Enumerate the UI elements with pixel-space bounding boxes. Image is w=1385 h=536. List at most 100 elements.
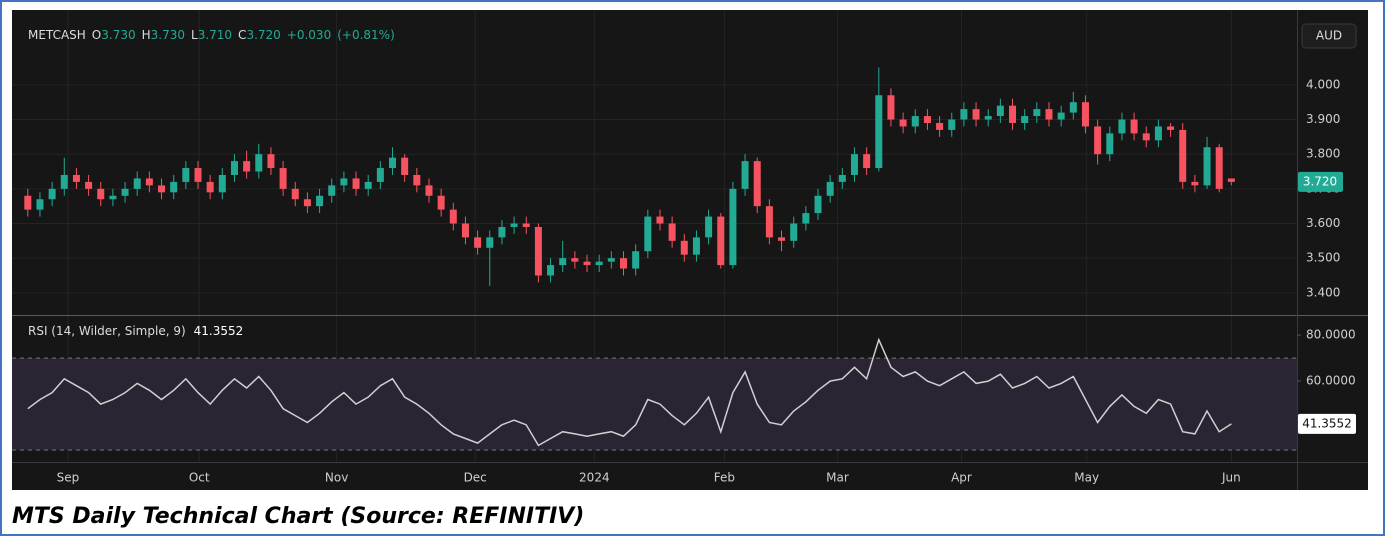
candle-body	[948, 119, 956, 130]
candle-body	[109, 195, 117, 200]
candle-body	[340, 178, 348, 186]
currency-label[interactable]: AUD	[1316, 29, 1342, 43]
candle-body	[1227, 178, 1235, 182]
change-pct: (+0.81%)	[337, 28, 395, 42]
candle-body	[1009, 105, 1017, 123]
rsi-value-box	[1298, 413, 1356, 434]
candle-body	[534, 226, 542, 276]
candle-body	[449, 209, 457, 224]
candle-body	[85, 181, 93, 189]
candle-body	[1203, 147, 1211, 186]
o-letter: O	[92, 28, 101, 42]
candle-body	[911, 116, 919, 127]
candle-body	[619, 258, 627, 269]
candle-body	[765, 206, 773, 238]
last-price-box	[1298, 171, 1343, 192]
candle-body	[1045, 109, 1053, 120]
candle-body	[717, 216, 725, 266]
y-tick-label: 3.500	[1306, 251, 1340, 265]
x-tick-label: Nov	[325, 471, 348, 485]
y-tick-label: 4.000	[1306, 77, 1340, 91]
candle-body	[753, 161, 761, 207]
currency-button[interactable]	[1301, 23, 1357, 49]
y-tick-label: 80.0000	[1306, 328, 1356, 342]
y-tick-label: 3.600	[1306, 216, 1340, 230]
candle-body	[1142, 133, 1150, 141]
candle-body	[170, 181, 178, 193]
candle-body	[838, 174, 846, 182]
candle-body	[376, 168, 384, 182]
candle-body	[996, 105, 1004, 117]
last-price-label: 3.720	[1303, 174, 1337, 188]
candle-body	[1069, 102, 1077, 113]
candle-body	[486, 237, 494, 248]
c-value: 3.720	[246, 28, 280, 42]
candle-body	[437, 195, 445, 210]
candle-body	[1215, 147, 1223, 189]
caption: MTS Daily Technical Chart (Source: REFIN…	[12, 504, 584, 529]
candle-body	[461, 223, 469, 238]
candle-body	[425, 185, 433, 196]
rsi-band	[12, 358, 1297, 451]
symbol: METCASH	[28, 28, 86, 42]
x-tick-label: Mar	[826, 471, 849, 485]
candle-body	[401, 157, 409, 175]
y-tick-label: 60.0000	[1306, 374, 1356, 388]
candle-body	[887, 95, 895, 120]
candle-body	[899, 119, 907, 127]
x-tick-label: Feb	[714, 471, 735, 485]
candle-body	[595, 261, 603, 266]
y-tick-label: 3.400	[1306, 285, 1340, 299]
y-tick-label: 3.900	[1306, 112, 1340, 126]
candle-body	[121, 188, 129, 196]
rsi-value-label: 41.3552	[1302, 416, 1352, 430]
candle-body	[668, 223, 676, 241]
candle-body	[923, 116, 931, 123]
candle-body	[729, 188, 737, 266]
change: +0.030	[287, 28, 331, 42]
candle-body	[218, 174, 226, 193]
candle-body	[498, 226, 506, 238]
l-letter: L	[191, 28, 198, 42]
candle-body	[1094, 126, 1102, 155]
candle-body	[145, 178, 153, 186]
ohlc-legend: METCASH O3.730 H3.730 L3.710 C3.720 +0.030 (+0…	[28, 28, 395, 42]
x-tick-label: May	[1074, 471, 1099, 485]
candle-body	[741, 161, 749, 189]
candle-body	[230, 161, 238, 175]
x-tick-label: 2024	[579, 471, 610, 485]
candle-body	[1179, 129, 1187, 182]
candle-body	[571, 258, 579, 262]
candle-body	[522, 223, 530, 227]
candle-body	[936, 122, 944, 130]
candle-body	[206, 181, 214, 193]
candle-body	[778, 237, 786, 241]
candle-body	[36, 199, 44, 210]
candle-body	[1118, 119, 1126, 134]
candle-body	[60, 174, 68, 189]
candle-body	[24, 195, 32, 210]
candle-body	[680, 240, 688, 255]
plot: Sep Oct Nov Dec 2024 Feb Mar Apr May Jun 3.400 3.50…	[12, 10, 1356, 485]
candle-body	[863, 154, 871, 169]
candle-body	[1057, 112, 1065, 120]
candle-body	[243, 161, 251, 172]
candle-body	[1033, 109, 1041, 117]
candle-body	[48, 188, 56, 200]
candle-body	[328, 185, 336, 196]
candle-body	[1081, 102, 1089, 127]
y-tick-label: 3.800	[1306, 147, 1340, 161]
candle-body	[984, 116, 992, 120]
candle-body	[814, 195, 822, 214]
candle-body	[316, 195, 324, 207]
candle-body	[255, 154, 263, 172]
x-tick-label: Jun	[1221, 471, 1241, 485]
candle-body	[583, 261, 591, 266]
candle-body	[826, 181, 834, 196]
candle-body	[790, 223, 798, 241]
c-letter: C	[238, 28, 246, 42]
candle-body	[559, 258, 567, 266]
x-tick-label: Sep	[57, 471, 80, 485]
